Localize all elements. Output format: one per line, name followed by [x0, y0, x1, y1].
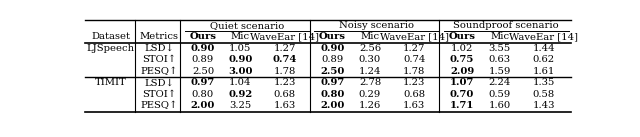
Text: 1.05: 1.05 — [229, 44, 252, 53]
Text: Dataset: Dataset — [92, 32, 131, 41]
Text: 3.55: 3.55 — [488, 44, 511, 53]
Text: 3.00: 3.00 — [228, 67, 253, 76]
Text: 2.24: 2.24 — [488, 78, 511, 87]
Text: Ours: Ours — [319, 32, 346, 41]
Text: LSD↓: LSD↓ — [145, 44, 175, 53]
Text: 2.78: 2.78 — [359, 78, 381, 87]
Text: 1.59: 1.59 — [488, 67, 511, 76]
Text: 1.71: 1.71 — [450, 101, 474, 110]
Text: 1.02: 1.02 — [451, 44, 474, 53]
Text: 0.70: 0.70 — [450, 90, 474, 99]
Text: Ours: Ours — [449, 32, 476, 41]
Text: 1.23: 1.23 — [403, 78, 425, 87]
Text: 1.61: 1.61 — [532, 67, 555, 76]
Text: 1.23: 1.23 — [273, 78, 296, 87]
Text: Mic: Mic — [360, 32, 380, 41]
Text: 1.43: 1.43 — [532, 101, 555, 110]
Text: 0.62: 0.62 — [532, 55, 555, 64]
Text: 0.75: 0.75 — [450, 55, 474, 64]
Text: 0.90: 0.90 — [228, 55, 253, 64]
Text: 0.74: 0.74 — [403, 55, 425, 64]
Text: 0.90: 0.90 — [321, 44, 345, 53]
Text: 1.60: 1.60 — [488, 101, 511, 110]
Text: 2.56: 2.56 — [359, 44, 381, 53]
Text: 0.97: 0.97 — [321, 78, 345, 87]
Text: 2.00: 2.00 — [191, 101, 215, 110]
Text: 1.27: 1.27 — [403, 44, 425, 53]
Text: 1.24: 1.24 — [359, 67, 381, 76]
Text: 1.26: 1.26 — [359, 101, 381, 110]
Text: 0.30: 0.30 — [359, 55, 381, 64]
Text: 1.63: 1.63 — [403, 101, 425, 110]
Text: 1.35: 1.35 — [532, 78, 555, 87]
Text: 0.92: 0.92 — [228, 90, 253, 99]
Text: 3.25: 3.25 — [229, 101, 252, 110]
Text: 0.29: 0.29 — [359, 90, 381, 99]
Text: Soundproof scenario: Soundproof scenario — [453, 21, 559, 30]
Text: STOI↑: STOI↑ — [143, 55, 177, 64]
Text: 0.59: 0.59 — [488, 90, 511, 99]
Text: 1.27: 1.27 — [273, 44, 296, 53]
Text: PESQ↑: PESQ↑ — [141, 101, 178, 110]
Text: 2.00: 2.00 — [321, 101, 345, 110]
Text: 0.58: 0.58 — [532, 90, 555, 99]
Text: Quiet scenario: Quiet scenario — [210, 21, 284, 30]
Text: Mic: Mic — [490, 32, 509, 41]
Text: 2.50: 2.50 — [192, 67, 214, 76]
Text: Ours: Ours — [189, 32, 216, 41]
Text: 1.04: 1.04 — [229, 78, 252, 87]
Text: 2.09: 2.09 — [450, 67, 474, 76]
Text: 0.89: 0.89 — [321, 55, 344, 64]
Text: WaveEar [14]: WaveEar [14] — [250, 32, 319, 41]
Text: WaveEar [14]: WaveEar [14] — [509, 32, 578, 41]
Text: 0.74: 0.74 — [272, 55, 297, 64]
Text: 1.78: 1.78 — [403, 67, 425, 76]
Text: 0.89: 0.89 — [192, 55, 214, 64]
Text: Noisy scenario: Noisy scenario — [339, 21, 414, 30]
Text: 0.63: 0.63 — [488, 55, 511, 64]
Text: WaveEar [14]: WaveEar [14] — [380, 32, 449, 41]
Text: 0.97: 0.97 — [191, 78, 215, 87]
Text: 1.07: 1.07 — [450, 78, 474, 87]
Text: 1.44: 1.44 — [532, 44, 555, 53]
Text: 2.50: 2.50 — [321, 67, 345, 76]
Text: LSD↓: LSD↓ — [145, 78, 175, 87]
Text: TIMIT: TIMIT — [95, 78, 127, 87]
Text: 0.68: 0.68 — [403, 90, 425, 99]
Text: Mic: Mic — [231, 32, 250, 41]
Text: STOI↑: STOI↑ — [143, 90, 177, 99]
Text: LJSpeech: LJSpeech — [87, 44, 135, 53]
Text: Metrics: Metrics — [140, 32, 179, 41]
Text: 0.68: 0.68 — [273, 90, 296, 99]
Text: 0.90: 0.90 — [191, 44, 215, 53]
Text: 0.80: 0.80 — [192, 90, 214, 99]
Text: PESQ↑: PESQ↑ — [141, 67, 178, 76]
Text: 1.78: 1.78 — [273, 67, 296, 76]
Text: 0.80: 0.80 — [321, 90, 345, 99]
Text: 1.63: 1.63 — [273, 101, 296, 110]
